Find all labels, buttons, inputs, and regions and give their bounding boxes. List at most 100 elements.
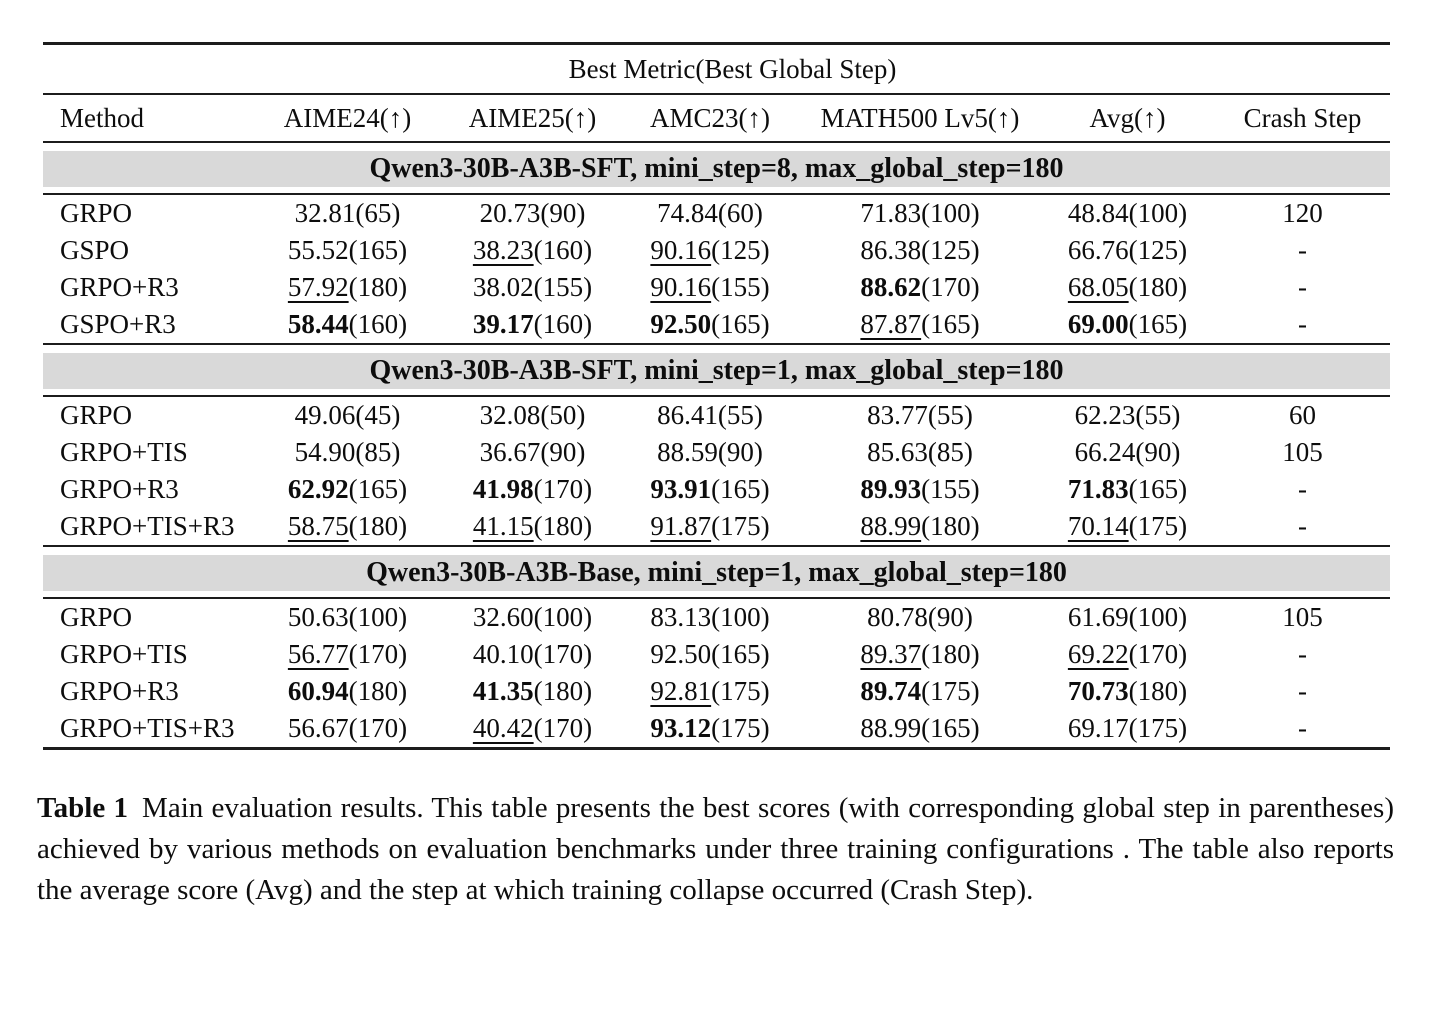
metric-step: (175) — [1128, 713, 1188, 743]
metric-step: (45) — [355, 400, 401, 430]
metric-step: (175) — [711, 713, 770, 743]
metric-step: (155) — [921, 474, 980, 504]
metric-cell: 83.13(100) — [620, 602, 800, 633]
metric-cell: 85.63(85) — [800, 437, 1040, 468]
best-metric-header: Best Metric(Best Global Step) — [568, 53, 897, 84]
metric-score: 32.60 — [472, 602, 534, 632]
metric-score: 58.44 — [287, 309, 349, 339]
metric-cell: 93.91(165) — [620, 474, 800, 505]
metric-step: (170) — [921, 272, 980, 302]
crash-step-cell: - — [1298, 713, 1307, 743]
metric-step: (160) — [348, 309, 408, 339]
metric-step: (90) — [717, 437, 763, 467]
section-header-label: Qwen3-30B-A3B-Base, mini_step=1, max_glo… — [366, 557, 1067, 588]
metric-cell: 41.15(180) — [445, 511, 620, 542]
method-cell: GRPO — [60, 198, 133, 228]
metric-step: (155) — [711, 272, 770, 302]
metric-score: 70.14 — [1067, 511, 1129, 541]
metric-score: 61.69 — [1067, 602, 1129, 632]
metric-score: 89.74 — [860, 676, 922, 706]
crash-step-cell: - — [1298, 309, 1307, 339]
metric-score: 93.12 — [650, 713, 712, 743]
metric-score: 74.84 — [657, 198, 718, 228]
metric-cell: 40.42(170) — [445, 713, 620, 744]
metric-step: (125) — [711, 235, 770, 265]
metric-cell: 90.16(155) — [620, 272, 800, 303]
crash-step-cell: - — [1298, 511, 1307, 541]
metric-step: (165) — [711, 639, 770, 669]
metric-score: 41.98 — [472, 474, 534, 504]
table-row: GRPO+R3 57.92(180) 38.02(155) 90.16(155) 88.… — [43, 269, 1390, 306]
metric-score: 40.10 — [472, 639, 534, 669]
metric-step: (165) — [348, 474, 408, 504]
metric-cell: 92.81(175) — [620, 676, 800, 707]
metric-score: 89.93 — [860, 474, 922, 504]
metric-cell: 69.22(170) — [1040, 639, 1215, 670]
metric-cell: 32.08(50) — [445, 400, 620, 431]
metric-score: 60.94 — [287, 676, 349, 706]
metric-step: (100) — [711, 602, 770, 632]
metric-cell: 88.62(170) — [800, 272, 1040, 303]
metric-score: 71.83 — [1067, 474, 1129, 504]
crash-step-cell: 60 — [1289, 400, 1316, 430]
metric-cell: 87.87(165) — [800, 309, 1040, 340]
metric-step: (170) — [533, 713, 593, 743]
metric-score: 91.87 — [650, 511, 712, 541]
metric-step: (175) — [711, 511, 770, 541]
span-header-rule — [43, 93, 1390, 95]
metric-score: 70.73 — [1067, 676, 1129, 706]
section-top-rule — [43, 597, 1390, 599]
section-header-label: Qwen3-30B-A3B-SFT, mini_step=8, max_glob… — [369, 153, 1064, 184]
metric-cell: 36.67(90) — [445, 437, 620, 468]
metric-step: (50) — [540, 400, 586, 430]
metric-step: (180) — [533, 511, 593, 541]
metric-score: 54.90 — [294, 437, 356, 467]
metric-step: (60) — [717, 198, 763, 228]
metric-cell: 70.14(175) — [1040, 511, 1215, 542]
metric-step: (180) — [1128, 272, 1188, 302]
metric-cell: 88.99(165) — [800, 713, 1040, 744]
metric-step: (90) — [927, 602, 973, 632]
column-header-row: Method AIME24(↑) AIME25(↑) AMC23(↑) MATH… — [43, 95, 1390, 141]
table-row: GRPO 49.06(45) 32.08(50) 86.41(55) 83.77(55)… — [43, 397, 1390, 434]
metric-cell: 55.52(165) — [250, 235, 445, 266]
metric-step: (165) — [921, 713, 980, 743]
metric-score: 55.52 — [287, 235, 349, 265]
method-cell: GRPO+R3 — [60, 676, 179, 706]
metric-cell: 66.24(90) — [1040, 437, 1215, 468]
metric-score: 69.00 — [1067, 309, 1129, 339]
metric-cell: 41.35(180) — [445, 676, 620, 707]
metric-score: 86.41 — [657, 400, 718, 430]
column-header-method: Method — [60, 102, 144, 133]
metric-step: (55) — [927, 400, 973, 430]
metric-step: (155) — [533, 272, 593, 302]
metric-step: (165) — [1128, 309, 1188, 339]
metric-cell: 91.87(175) — [620, 511, 800, 542]
metric-step: (180) — [533, 676, 593, 706]
metric-cell: 56.77(170) — [250, 639, 445, 670]
metric-score: 85.63 — [867, 437, 928, 467]
metric-cell: 61.69(100) — [1040, 602, 1215, 633]
metric-score: 56.67 — [287, 713, 349, 743]
table-bottom-rule — [43, 747, 1390, 750]
table-top-rule — [43, 42, 1390, 45]
metric-cell: 20.73(90) — [445, 198, 620, 229]
metric-step: (170) — [348, 713, 408, 743]
metric-cell: 83.77(55) — [800, 400, 1040, 431]
metric-cell: 40.10(170) — [445, 639, 620, 670]
column-header-amc23: AMC23(↑) — [650, 102, 770, 133]
metric-score: 69.22 — [1067, 639, 1129, 669]
crash-step-cell: - — [1298, 474, 1307, 504]
metric-score: 48.84 — [1067, 198, 1129, 228]
metric-cell: 89.37(180) — [800, 639, 1040, 670]
metric-step: (175) — [1128, 511, 1188, 541]
column-header-avg: Avg(↑) — [1089, 102, 1166, 133]
metric-score: 41.35 — [472, 676, 534, 706]
metric-cell: 32.60(100) — [445, 602, 620, 633]
metric-step: (85) — [355, 437, 401, 467]
metric-step: (100) — [348, 602, 408, 632]
metric-score: 36.67 — [479, 437, 541, 467]
metric-score: 50.63 — [287, 602, 349, 632]
metric-cell: 86.41(55) — [620, 400, 800, 431]
metric-score: 62.92 — [287, 474, 349, 504]
